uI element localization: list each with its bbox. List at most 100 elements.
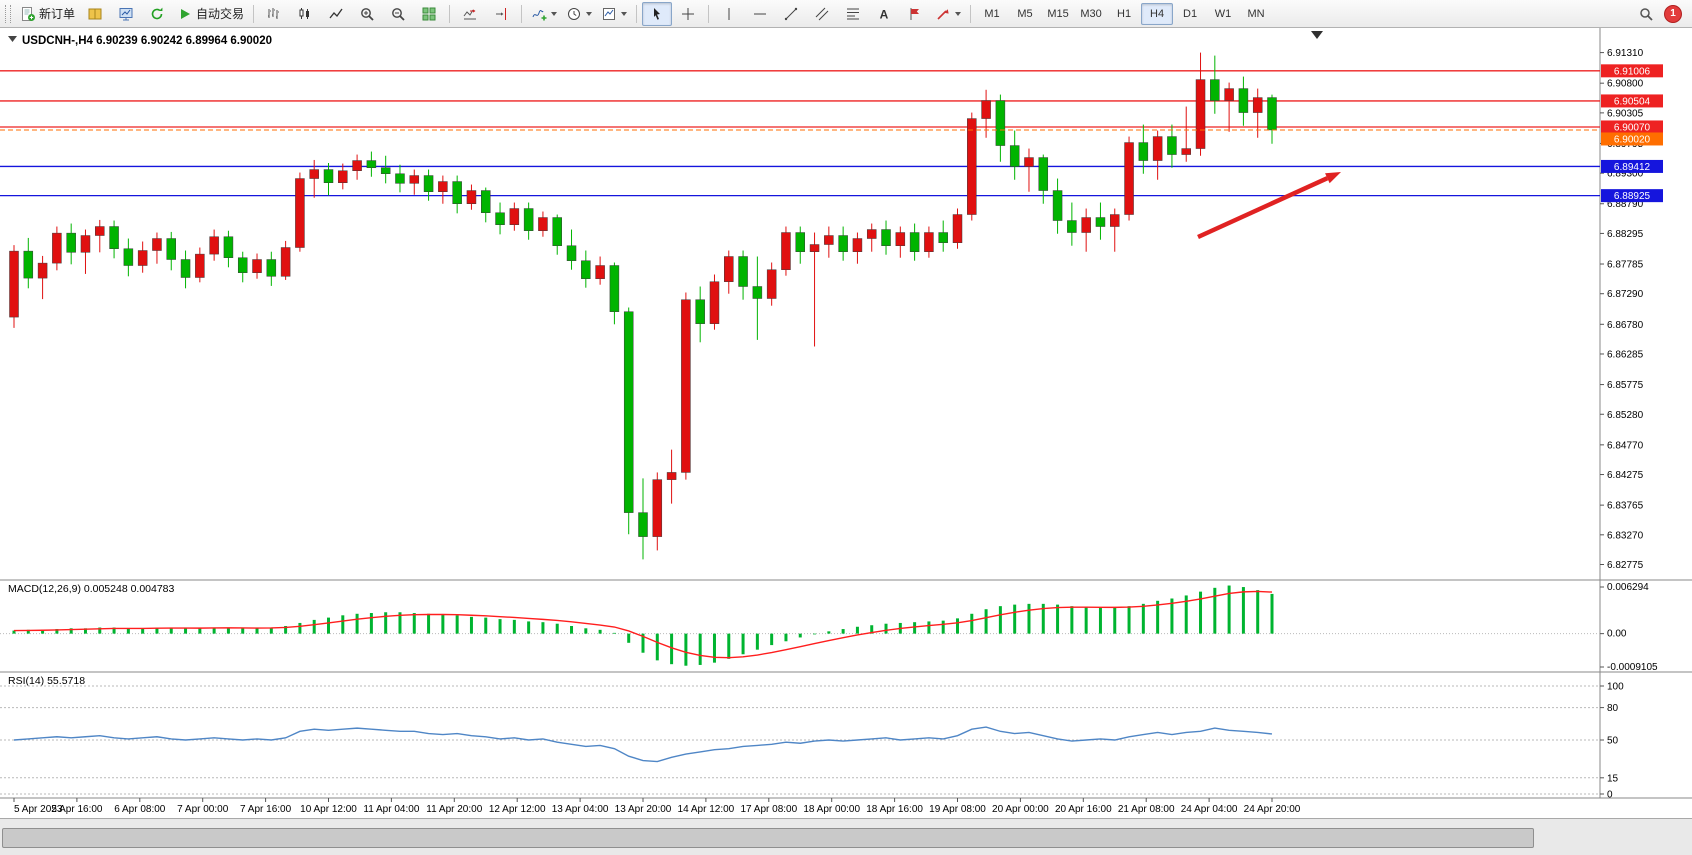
- time-axis-label: 13 Apr 04:00: [552, 804, 609, 815]
- timeframe-button-h1[interactable]: H1: [1117, 7, 1132, 20]
- candlestick-chart-button[interactable]: [290, 2, 320, 26]
- search-button[interactable]: [1631, 2, 1661, 26]
- horizontal-line-icon: [754, 13, 767, 14]
- line-chart-button[interactable]: [321, 2, 351, 26]
- candle-body: [66, 232, 76, 253]
- candle-body: [223, 236, 234, 258]
- candle-body: [309, 169, 319, 179]
- one-click-trading-toggle[interactable]: [8, 36, 17, 42]
- candle-body: [466, 190, 477, 204]
- chart-shift-marker-icon[interactable]: [1311, 31, 1323, 39]
- candle-body: [9, 250, 19, 318]
- refresh-button[interactable]: [142, 2, 172, 26]
- indicators-button[interactable]: [527, 2, 561, 26]
- rsi-line: [13, 726, 1273, 763]
- label-tool-button[interactable]: [900, 2, 930, 26]
- price-axis-label: 6.89300: [1607, 169, 1644, 180]
- cursor-icon: [654, 7, 661, 20]
- candle-body: [695, 299, 705, 324]
- candle-body: [366, 160, 377, 169]
- tile-windows-button[interactable]: [414, 2, 444, 26]
- candle-body: [380, 167, 391, 175]
- candle-body: [180, 259, 191, 278]
- time-axis-label: 21 Apr 08:00: [1118, 804, 1175, 815]
- trend-arrow-head[interactable]: [1325, 172, 1341, 184]
- candle-body: [566, 245, 577, 261]
- candle-body: [209, 236, 219, 255]
- fibonacci-tool-button[interactable]: [838, 2, 868, 26]
- timeframe-button-h4[interactable]: H4: [1141, 2, 1174, 25]
- clock-icon: [568, 7, 581, 20]
- price-line-badge-text: 6.88925: [1614, 191, 1651, 202]
- candle-body: [509, 208, 520, 225]
- text-tool-button[interactable]: A: [869, 2, 899, 26]
- channel-tool-button[interactable]: [807, 2, 837, 26]
- candle-body: [152, 238, 162, 251]
- candle-body: [666, 472, 677, 480]
- time-axis-label: 18 Apr 00:00: [803, 804, 860, 815]
- timeframe-button-d1[interactable]: D1: [1183, 7, 1198, 20]
- candle-body: [37, 262, 48, 279]
- timeframe-button-m30[interactable]: M30: [1080, 7, 1102, 20]
- rsi-title: RSI(14) 55.5718: [8, 675, 85, 687]
- new-order-button[interactable]: 新订单: [16, 2, 79, 26]
- price-line-badge-text: 6.90504: [1614, 96, 1651, 107]
- book-icon: [88, 8, 102, 19]
- auto-scroll-button[interactable]: [455, 2, 485, 26]
- arrows-tool-button[interactable]: [931, 2, 965, 26]
- time-axis-label: 20 Apr 00:00: [992, 804, 1049, 815]
- auto-scroll-icon: [463, 8, 477, 19]
- candle-body: [766, 269, 777, 299]
- search-icon: [1640, 7, 1653, 21]
- candle-body: [338, 170, 348, 183]
- notification-badge[interactable]: 1: [1664, 4, 1682, 23]
- price-axis-label: 6.87290: [1607, 289, 1644, 300]
- price-axis-label: 6.87785: [1607, 260, 1644, 271]
- timeframe-button-m5[interactable]: M5: [1017, 7, 1033, 20]
- time-axis-label: 18 Apr 16:00: [866, 804, 923, 815]
- candle-body: [109, 226, 119, 249]
- trendline-tool-button[interactable]: [776, 2, 806, 26]
- candle-body: [709, 281, 720, 324]
- candle-body: [852, 238, 863, 252]
- horizontal-line-tool-button[interactable]: [745, 2, 775, 26]
- current-price-badge: [1601, 132, 1663, 146]
- vertical-line-tool-button[interactable]: [714, 2, 744, 26]
- candle-body: [1195, 79, 1206, 149]
- text-icon: A: [880, 7, 889, 21]
- crosshair-tool-button[interactable]: [673, 2, 703, 26]
- chart-area[interactable]: USDCNH-,H4 6.90239 6.90242 6.89964 6.900…: [0, 28, 1692, 818]
- parallel-channel-icon: [815, 7, 829, 20]
- candle-body: [137, 250, 148, 266]
- timeframe-button-w1[interactable]: W1: [1214, 7, 1232, 20]
- zoom-in-button[interactable]: [352, 2, 382, 26]
- candle-body: [438, 181, 448, 192]
- metaeditor-button[interactable]: [80, 2, 110, 26]
- chart-shift-button[interactable]: [486, 2, 516, 26]
- trend-arrow-line[interactable]: [1197, 176, 1329, 240]
- cursor-tool-button[interactable]: [642, 1, 673, 26]
- timeframe-button-m15[interactable]: M15: [1047, 7, 1069, 20]
- toolbar-grip[interactable]: [5, 4, 11, 23]
- toolbar-separator: [636, 4, 638, 23]
- candle-body: [795, 232, 805, 252]
- timeframe-button-m1[interactable]: M1: [984, 7, 1000, 20]
- price-axis-label: 6.88790: [1607, 199, 1644, 210]
- auto-trading-button[interactable]: 自动交易: [173, 2, 248, 26]
- templates-button[interactable]: [597, 2, 631, 26]
- candle-body: [952, 214, 963, 243]
- timeframe-button-mn[interactable]: MN: [1247, 7, 1265, 20]
- bar-chart-button[interactable]: [259, 2, 289, 26]
- price-axis-label: 6.90305: [1607, 108, 1644, 119]
- horizontal-scrollbar[interactable]: [0, 818, 1692, 855]
- candle-body: [1009, 145, 1020, 167]
- candle-body: [1067, 220, 1077, 233]
- scrollbar-thumb[interactable]: [2, 828, 1534, 848]
- time-axis-label: 5 Apr 16:00: [51, 804, 103, 815]
- periods-button[interactable]: [562, 2, 596, 26]
- terminal-button[interactable]: [111, 2, 141, 26]
- zoom-out-button[interactable]: [383, 2, 413, 26]
- candle-body: [1224, 88, 1234, 101]
- candle-body: [237, 257, 248, 273]
- candle-body: [23, 250, 34, 279]
